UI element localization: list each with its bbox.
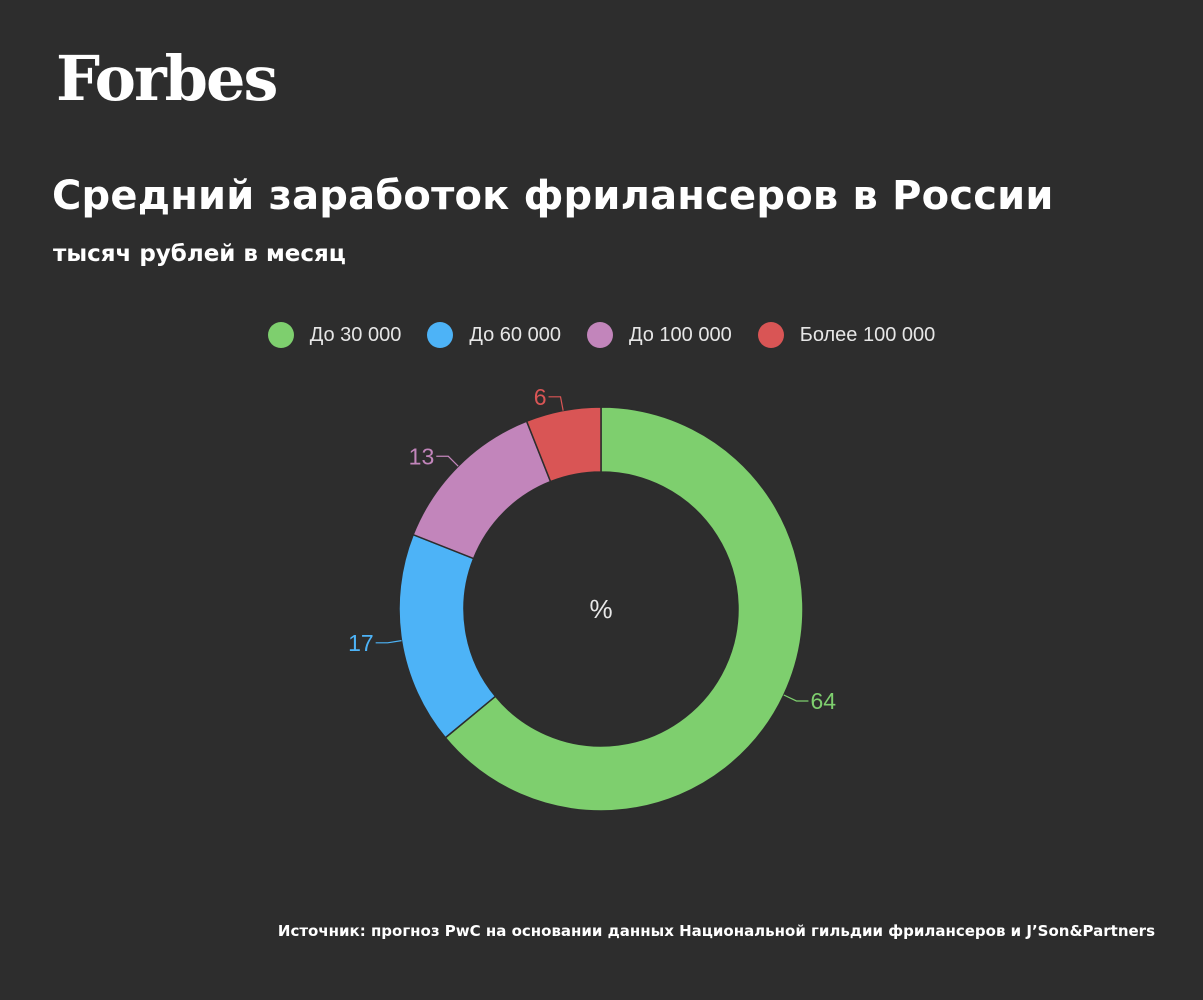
legend-item-0: До 30 000: [267, 322, 402, 348]
leader-line-2: [436, 455, 459, 467]
center-label: %: [589, 594, 612, 624]
legend-label-2: До 100 000: [628, 323, 732, 346]
legend-swatch-3: [757, 322, 784, 348]
legend-label-0: До 30 000: [309, 323, 402, 346]
data-label-2: 13: [409, 443, 435, 469]
legend-swatch-0: [267, 322, 294, 348]
donut-slice-1: [398, 533, 497, 739]
leader-line-0: [783, 694, 809, 702]
donut-slice-2: [412, 420, 552, 560]
chart-subtitle: тысяч рублей в месяц: [53, 241, 346, 267]
legend-item-3: Более 100 000: [757, 322, 936, 348]
legend-swatch-1: [427, 322, 454, 348]
leader-line-1: [375, 640, 402, 644]
legend-label-3: Более 100 000: [799, 323, 936, 346]
data-label-1: 17: [348, 630, 374, 656]
data-label-3: 6: [534, 384, 547, 410]
legend-item-2: До 100 000: [586, 322, 732, 348]
data-label-0: 64: [810, 688, 836, 714]
chart-legend: До 30 000 До 60 000 До 100 000 Более 100…: [0, 322, 1203, 348]
forbes-logo: Forbes: [56, 42, 278, 115]
legend-item-1: До 60 000: [427, 322, 561, 348]
donut-slice-0: [444, 406, 804, 812]
source-note: Источник: прогноз PwC на основании данны…: [277, 922, 1155, 940]
legend-label-1: До 60 000: [469, 323, 561, 346]
chart-title: Средний заработок фрилансеров в России: [52, 173, 1054, 219]
leader-line-3: [548, 396, 564, 411]
legend-swatch-2: [586, 322, 613, 348]
donut-slice-3: [525, 406, 602, 483]
